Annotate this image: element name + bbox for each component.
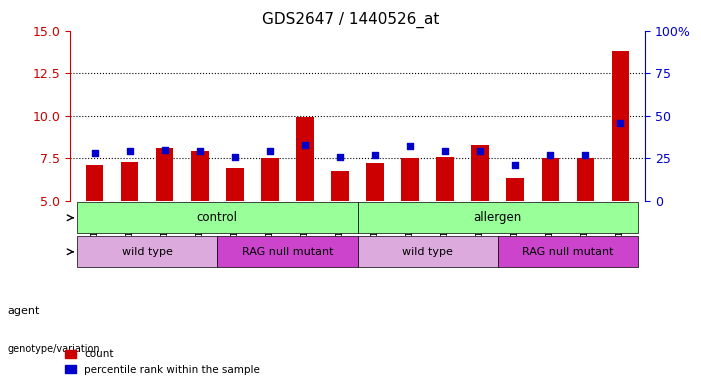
Point (334, 154, 346, 160)
FancyBboxPatch shape (498, 237, 638, 267)
Bar (612, 51, 629, 201)
Text: RAG null mutant: RAG null mutant (522, 247, 613, 257)
Point (89, 150, 100, 156)
Point (369, 152, 381, 158)
Text: allergen: allergen (474, 211, 522, 224)
Point (615, 119, 626, 126)
Bar (507, 178, 524, 201)
Point (124, 148, 135, 154)
Bar (156, 148, 174, 201)
Text: RAG null mutant: RAG null mutant (242, 247, 333, 257)
Bar (191, 151, 209, 201)
Point (545, 152, 556, 158)
Bar (367, 162, 384, 201)
Bar (542, 158, 559, 201)
Point (475, 148, 486, 154)
FancyBboxPatch shape (217, 237, 358, 267)
Text: wild type: wild type (402, 247, 453, 257)
Bar (402, 158, 419, 201)
FancyBboxPatch shape (358, 202, 638, 233)
FancyBboxPatch shape (77, 237, 217, 267)
Legend: count, percentile rank within the sample: count, percentile rank within the sample (61, 345, 264, 379)
Point (440, 148, 451, 154)
Bar (297, 118, 314, 201)
Point (580, 152, 591, 158)
Bar (471, 145, 489, 201)
Text: GDS2647 / 1440526_at: GDS2647 / 1440526_at (261, 12, 440, 28)
Point (404, 143, 416, 149)
Point (264, 148, 275, 154)
Bar (121, 162, 139, 201)
Bar (226, 169, 244, 201)
Bar (436, 157, 454, 201)
Point (229, 154, 240, 160)
FancyBboxPatch shape (358, 237, 498, 267)
Text: genotype/variation: genotype/variation (7, 344, 100, 354)
Bar (332, 171, 349, 201)
Point (194, 148, 205, 154)
Text: control: control (197, 211, 238, 224)
FancyBboxPatch shape (77, 202, 358, 233)
Bar (86, 165, 104, 201)
Text: wild type: wild type (122, 247, 172, 257)
Point (159, 147, 170, 153)
Bar (261, 158, 279, 201)
Bar (577, 158, 594, 201)
Text: agent: agent (7, 306, 39, 316)
Point (510, 162, 521, 168)
Point (299, 142, 311, 148)
